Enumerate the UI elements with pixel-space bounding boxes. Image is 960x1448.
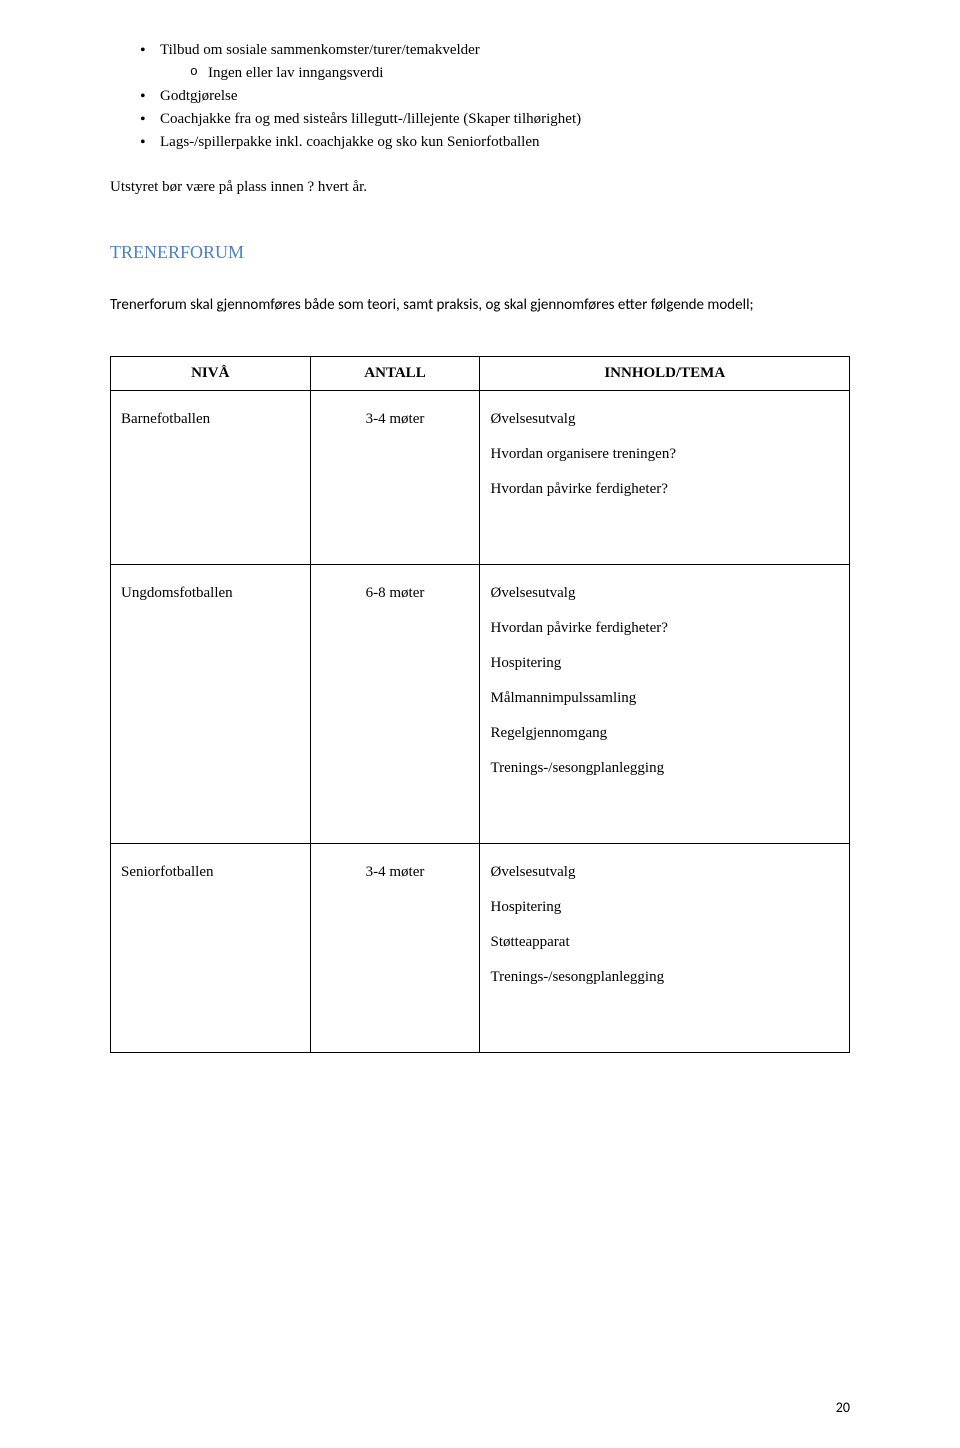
- bullet-item: Coachjakke fra og med sisteårs lillegutt…: [140, 109, 850, 130]
- header-innhold: INNHOLD/TEMA: [480, 357, 850, 391]
- section-intro: Trenerforum skal gjennomføres både som t…: [110, 295, 850, 316]
- table-header-row: NIVÅ ANTALL INNHOLD/TEMA: [111, 357, 850, 391]
- bullet-text: Lags-/spillerpakke inkl. coachjakke og s…: [160, 134, 539, 150]
- innhold-line: Trenings-/sesongplanlegging: [490, 967, 839, 988]
- innhold-line: Støtteapparat: [490, 932, 839, 953]
- page-number: 20: [836, 1398, 850, 1418]
- cell-niva: Ungdomsfotballen: [111, 565, 311, 844]
- innhold-line: Hvordan påvirke ferdigheter?: [490, 479, 839, 500]
- innhold-line: Hospitering: [490, 653, 839, 674]
- cell-antall: 3-4 møter: [310, 844, 480, 1053]
- sub-text: Ingen eller lav inngangsverdi: [208, 65, 383, 81]
- cell-antall: 6-8 møter: [310, 565, 480, 844]
- paragraph-text: Utstyret bør være på plass innen ? hvert…: [110, 177, 850, 198]
- bullet-text: Coachjakke fra og med sisteårs lillegutt…: [160, 111, 581, 127]
- cell-innhold: Øvelsesutvalg Hvordan påvirke ferdighete…: [480, 565, 850, 844]
- table-row: Ungdomsfotballen 6-8 møter Øvelsesutvalg…: [111, 565, 850, 844]
- innhold-line: Øvelsesutvalg: [490, 583, 839, 604]
- section-heading: TRENERFORUM: [110, 240, 850, 265]
- cell-niva: Seniorfotballen: [111, 844, 311, 1053]
- bullet-item: Godtgjørelse: [140, 86, 850, 107]
- bullet-text: Tilbud om sosiale sammenkomster/turer/te…: [160, 42, 480, 58]
- innhold-line: Regelgjennomgang: [490, 723, 839, 744]
- cell-innhold: Øvelsesutvalg Hvordan organisere trening…: [480, 391, 850, 565]
- sub-list: Ingen eller lav inngangsverdi: [160, 63, 850, 84]
- innhold-line: Øvelsesutvalg: [490, 862, 839, 883]
- innhold-line: Målmannimpulssamling: [490, 688, 839, 709]
- bullet-list: Tilbud om sosiale sammenkomster/turer/te…: [110, 40, 850, 153]
- cell-antall: 3-4 møter: [310, 391, 480, 565]
- cell-innhold: Øvelsesutvalg Hospitering Støtteapparat …: [480, 844, 850, 1053]
- sub-item: Ingen eller lav inngangsverdi: [190, 63, 850, 84]
- trenerforum-table: NIVÅ ANTALL INNHOLD/TEMA Barnefotballen …: [110, 356, 850, 1053]
- innhold-line: Trenings-/sesongplanlegging: [490, 758, 839, 779]
- header-niva: NIVÅ: [111, 357, 311, 391]
- bullet-item: Lags-/spillerpakke inkl. coachjakke og s…: [140, 132, 850, 153]
- innhold-line: Hvordan påvirke ferdigheter?: [490, 618, 839, 639]
- table-row: Seniorfotballen 3-4 møter Øvelsesutvalg …: [111, 844, 850, 1053]
- header-antall: ANTALL: [310, 357, 480, 391]
- table-row: Barnefotballen 3-4 møter Øvelsesutvalg H…: [111, 391, 850, 565]
- innhold-line: Øvelsesutvalg: [490, 409, 839, 430]
- bullet-text: Godtgjørelse: [160, 88, 237, 104]
- bullet-item: Tilbud om sosiale sammenkomster/turer/te…: [140, 40, 850, 84]
- innhold-line: Hospitering: [490, 897, 839, 918]
- innhold-line: Hvordan organisere treningen?: [490, 444, 839, 465]
- cell-niva: Barnefotballen: [111, 391, 311, 565]
